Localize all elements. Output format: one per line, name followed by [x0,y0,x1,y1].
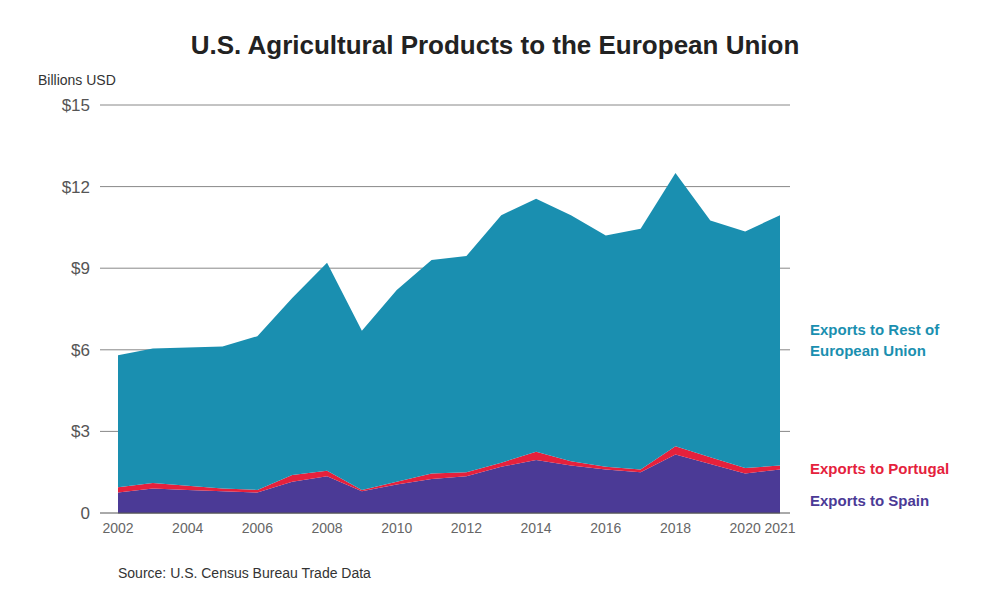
x-tick-label: 2021 [764,520,795,536]
y-tick-label: $9 [71,259,90,278]
x-tick-label: 2004 [172,520,203,536]
title: U.S. Agricultural Products to the Europe… [191,30,800,60]
grid-line [100,105,790,106]
legend-entry: Exports to Spain [810,490,985,511]
legend-entry: Exports to Rest of European Union [810,319,985,361]
y-tick-label: $15 [62,96,90,115]
source: Source: U.S. Census Bureau Trade Data [118,565,371,581]
x-tick-label: 2016 [590,520,621,536]
x-tick-label: 2002 [102,520,133,536]
x-tick-label: 2020 [730,520,761,536]
grid-line [100,186,790,187]
y-tick-label: $12 [62,178,90,197]
x-tick-label: 2018 [660,520,691,536]
legend-entry: Exports to Portugal [810,458,985,479]
x-tick-label: 2012 [451,520,482,536]
grid [100,105,790,513]
x-tick-label: 2008 [311,520,342,536]
x-tick-label: 2006 [242,520,273,536]
y-tick-label: $3 [71,422,90,441]
x-tick-label: 2014 [521,520,552,536]
areas [118,173,780,513]
y-axis-label: Billions USD [38,72,116,88]
area [118,173,780,490]
chart: U.S. Agricultural Products to the Europe… [0,0,990,608]
grid-line [100,513,790,514]
y-tick-label: 0 [81,504,90,523]
x-axis [118,513,780,514]
y-tick-label: $6 [71,341,90,360]
x-tick-label: 2010 [381,520,412,536]
